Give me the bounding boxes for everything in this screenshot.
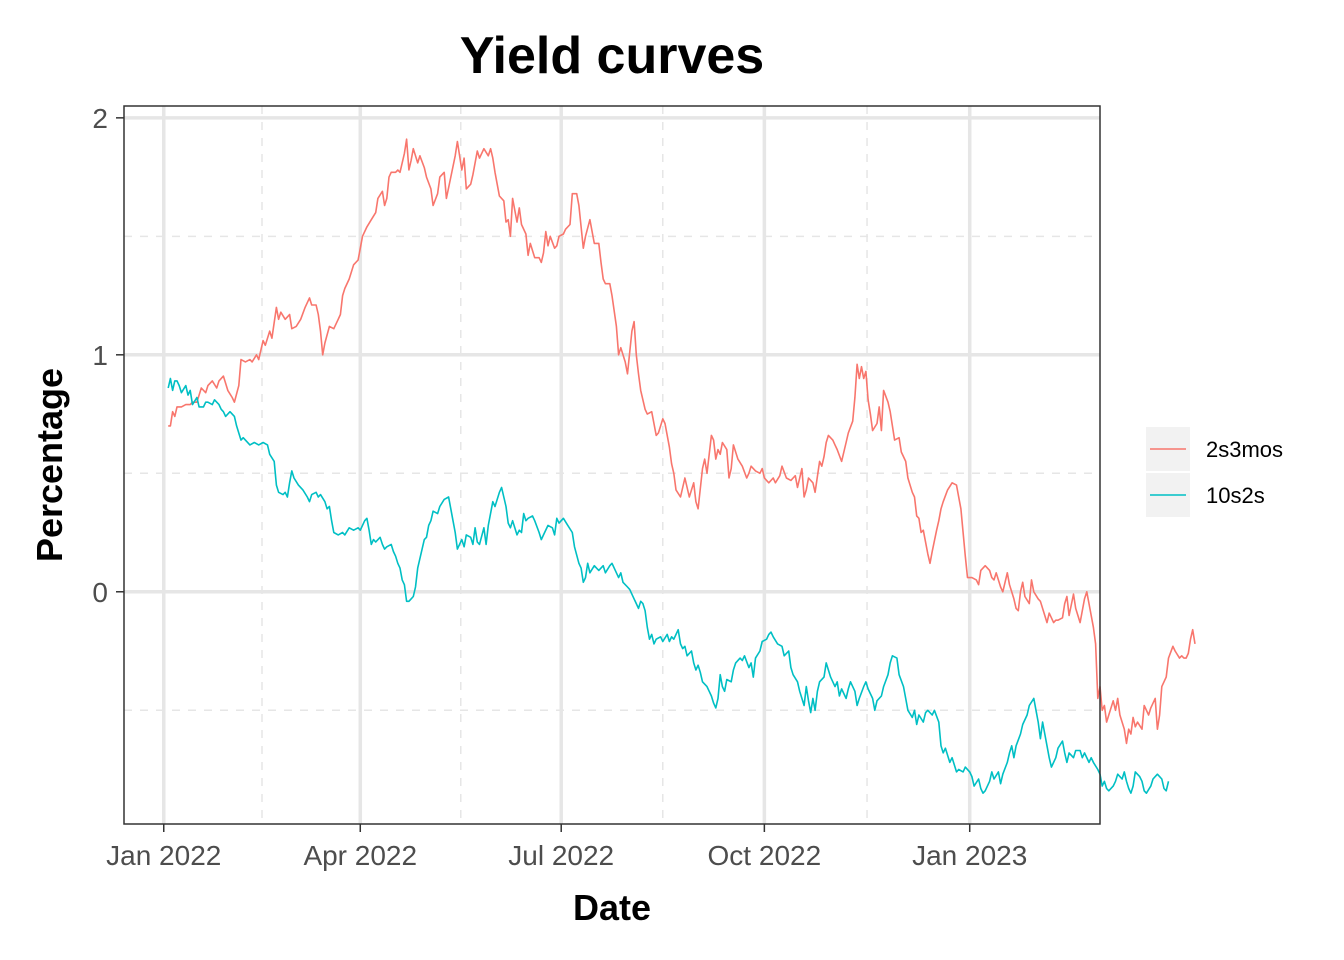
minor-gridlines: [124, 106, 1100, 824]
x-tick-label-3: Jul 2022: [508, 840, 614, 871]
legend-label-1: 2s3mos: [1206, 437, 1283, 462]
legend-label-2: 10s2s: [1206, 483, 1265, 508]
x-axis-title: Date: [573, 887, 651, 928]
y-axis: 0 1 2: [92, 103, 124, 608]
y-tick-label-1: 0: [92, 577, 108, 608]
chart-title: Yield curves: [460, 27, 764, 85]
major-gridlines: [124, 106, 1100, 824]
y-tick-label-2: 1: [92, 340, 108, 371]
legend: 2s3mos 10s2s: [1146, 427, 1283, 517]
panel-border: [123, 105, 1101, 825]
x-tick-label-5: Jan 2023: [912, 840, 1027, 871]
series-line-2s3mos: [168, 138, 1196, 745]
y-axis-title: Percentage: [29, 368, 70, 562]
x-tick-label-4: Oct 2022: [708, 840, 822, 871]
panel-background: [124, 106, 1100, 824]
series-line-10s2s: [167, 377, 1170, 794]
x-tick-label-1: Jan 2022: [106, 840, 221, 871]
series-lines: [167, 138, 1196, 794]
x-tick-label-2: Apr 2022: [303, 840, 417, 871]
plot-panel: [123, 105, 1196, 825]
x-axis: Jan 2022 Apr 2022 Jul 2022 Oct 2022 Jan 2023: [106, 824, 1027, 871]
y-tick-label-3: 2: [92, 103, 108, 134]
